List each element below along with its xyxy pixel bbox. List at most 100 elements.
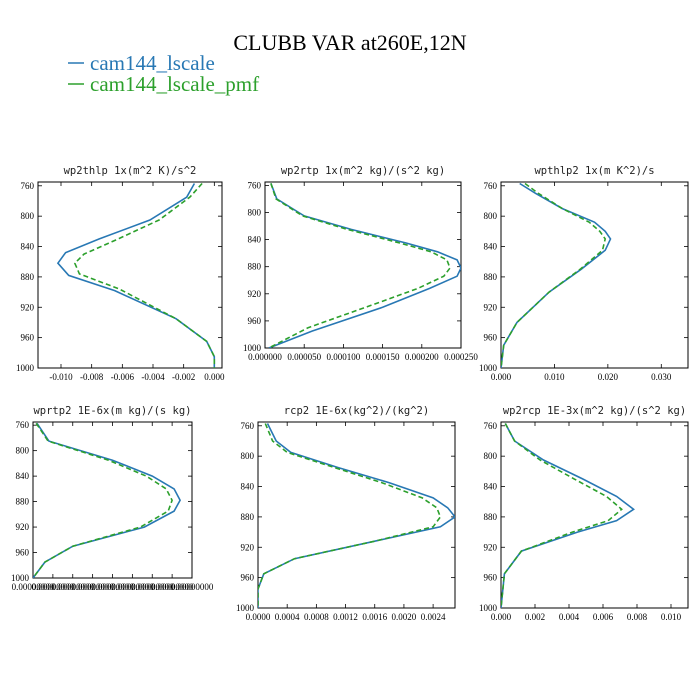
plot-frame [500, 181, 689, 369]
y-tick-label: 840 [241, 482, 255, 492]
x-tick-label: 0.000050 [287, 352, 321, 362]
series-line-0 [258, 423, 455, 608]
y-tick-label: 920 [241, 542, 255, 552]
y-tick-label: 800 [241, 451, 255, 461]
y-tick-label: 960 [484, 573, 498, 583]
x-tick-label: 0.00000000 [32, 582, 75, 592]
panel-title: wp2rcp 1E-3x(m^2 kg)/(s^2 kg) [503, 405, 686, 417]
y-tick-label: 920 [248, 289, 262, 299]
series-line-1 [501, 423, 623, 608]
y-tick-label: 880 [484, 272, 498, 282]
y-tick-label: 1000 [479, 363, 498, 373]
x-tick-label: 0.000200 [405, 352, 439, 362]
panel-2: wpthlp2 1x(m K^2)/s 760 800 840 880 920 960 100… [479, 165, 689, 382]
x-tick-label: 0.0024 [421, 612, 446, 622]
series-line-0 [501, 423, 635, 608]
y-tick-label: 920 [21, 302, 35, 312]
x-tick-label: 0.0020 [392, 612, 417, 622]
x-tick-label: 0.0008 [304, 612, 329, 622]
x-tick-label: -0.010 [49, 372, 73, 382]
series-line-1 [268, 183, 451, 348]
y-tick-label: 760 [241, 421, 255, 431]
panel-1: wp2rtp 1x(m^2 kg)/(s^2 kg) 760 800 840 880 92… [243, 165, 478, 362]
y-tick-label: 760 [248, 180, 262, 190]
y-tick-label: 880 [241, 512, 255, 522]
y-tick-label: 1000 [236, 603, 255, 613]
x-tick-label: 0.004 [559, 612, 580, 622]
x-tick-label: -0.006 [111, 372, 135, 382]
plot-frame [37, 181, 223, 369]
x-tick-label: 0.00000000 [111, 582, 154, 592]
y-tick-label: 880 [248, 262, 262, 272]
series-line-0 [501, 182, 612, 368]
y-tick-label: 840 [248, 235, 262, 245]
panel-0: wp2thlp 1x(m^2 K)/s^2 760 800 840 880 920 960 1… [16, 165, 225, 382]
y-tick-label: 800 [484, 451, 498, 461]
x-tick-label: 0.000100 [327, 352, 361, 362]
x-tick-label: 0.0004 [275, 612, 300, 622]
y-tick-label: 960 [16, 548, 30, 558]
x-tick-label: -0.008 [80, 372, 104, 382]
x-tick-label: 0.000250 [444, 352, 478, 362]
panel-4: rcp2 1E-6x(kg^2)/(kg^2) 760 800 840 880 920 96… [236, 405, 456, 622]
plot-frame [257, 421, 456, 609]
y-tick-label: 800 [248, 207, 262, 217]
y-tick-label: 800 [484, 211, 498, 221]
panel-5: wp2rcp 1E-3x(m^2 kg)/(s^2 kg) 760 800 840 88… [479, 405, 689, 622]
x-tick-label: 0.002 [525, 612, 545, 622]
legend-label-0: cam144_lscale [90, 51, 215, 75]
y-tick-label: 1000 [16, 363, 35, 373]
panel-title: wprtp2 1E-6x(m kg)/(s kg) [33, 405, 191, 417]
x-tick-label: 0.00000000 [12, 582, 55, 592]
series-line-1 [501, 182, 607, 368]
panel-title: wpthlp2 1x(m K^2)/s [534, 165, 654, 177]
x-tick-label: 0.006 [593, 612, 614, 622]
figure-title: CLUBB VAR at260E,12N [233, 30, 466, 55]
y-tick-label: 1000 [243, 343, 262, 353]
legend: cam144_lscale cam144_lscale_pmf [68, 51, 259, 96]
x-tick-label: 0.0016 [362, 612, 387, 622]
series-line-0 [56, 183, 216, 368]
y-tick-label: 920 [16, 522, 30, 532]
y-tick-label: 1000 [479, 603, 498, 613]
panel-title: wp2rtp 1x(m^2 kg)/(s^2 kg) [281, 165, 445, 177]
y-tick-label: 840 [21, 242, 35, 252]
x-tick-label: 0.00000000 [51, 582, 94, 592]
y-tick-label: 800 [16, 446, 30, 456]
x-tick-label: 0.000 [491, 372, 512, 382]
x-tick-label: 0.00000000 [131, 582, 174, 592]
x-tick-label: 0.0012 [333, 612, 358, 622]
x-tick-label: 0.0000 [246, 612, 271, 622]
x-tick-label: 0.00000000 [151, 582, 194, 592]
y-tick-label: 840 [484, 242, 498, 252]
y-tick-label: 880 [21, 272, 35, 282]
y-tick-label: 760 [16, 420, 30, 430]
x-tick-label: 0.000150 [366, 352, 400, 362]
plot-frame [264, 181, 462, 349]
y-tick-label: 880 [16, 497, 30, 507]
y-tick-label: 760 [484, 421, 498, 431]
y-tick-label: 920 [484, 302, 498, 312]
series-line-1 [33, 422, 173, 578]
x-tick-label: 0.030 [651, 372, 672, 382]
panels: wp2thlp 1x(m^2 K)/s^2 760 800 840 880 920 960 1… [11, 165, 689, 622]
x-tick-label: 0.020 [598, 372, 619, 382]
y-tick-label: 760 [484, 181, 498, 191]
y-tick-label: 880 [484, 512, 498, 522]
x-tick-label: -0.002 [172, 372, 195, 382]
x-tick-label: 0.010 [661, 612, 682, 622]
x-tick-label: 0.008 [627, 612, 648, 622]
x-tick-label: 0.010 [544, 372, 565, 382]
panel-3: wprtp2 1E-6x(m kg)/(s kg)760 800 840 880 920… [11, 405, 214, 592]
y-tick-label: 960 [484, 333, 498, 343]
series-line-0 [33, 422, 182, 578]
x-tick-label: 0.00000000 [171, 582, 214, 592]
panel-title: rcp2 1E-6x(kg^2)/(kg^2) [284, 405, 429, 417]
x-tick-label: -0.004 [141, 372, 165, 382]
series-line-1 [73, 182, 216, 368]
series-line-1 [258, 423, 442, 608]
x-tick-label: 0.00000000 [71, 582, 114, 592]
y-tick-label: 1000 [11, 573, 30, 583]
series-line-0 [268, 183, 461, 348]
